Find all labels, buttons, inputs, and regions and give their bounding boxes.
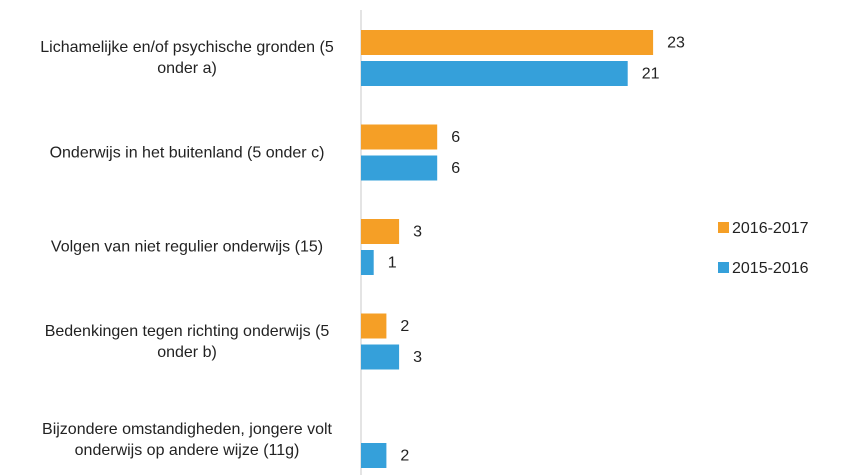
value-label: 21: [642, 66, 660, 83]
value-label: 6: [451, 129, 460, 146]
legend-label: 2016-2017: [732, 220, 809, 237]
value-label: 6: [451, 160, 460, 177]
bar: [361, 344, 400, 370]
value-label: 2: [400, 448, 409, 465]
category-label: Bedenkingen tegen richting onderwijs (5 …: [44, 322, 330, 361]
category-label: Onderwijs in het buitenland (5 onder c): [49, 144, 325, 161]
bar: [361, 443, 387, 468]
bar: [361, 219, 400, 244]
legend-swatch: [718, 262, 729, 273]
category-label: Volgen van niet regulier onderwijs (15): [50, 238, 324, 256]
category-label: Bijzondere omstandigheden, jongere volt …: [42, 421, 332, 459]
category-label: Lichamelijke en/of psychische gronden (5…: [40, 39, 334, 77]
bar: [361, 155, 438, 181]
value-label: 2: [400, 318, 409, 335]
bar: [361, 30, 654, 55]
legend-label: 2015-2016: [732, 260, 809, 277]
bar: [361, 250, 374, 275]
value-label: 23: [667, 35, 685, 52]
bar: [361, 124, 438, 150]
value-label: 3: [413, 224, 422, 241]
bar: [361, 61, 628, 86]
legend-swatch: [718, 222, 729, 233]
value-label: 1: [388, 255, 397, 272]
value-label: 3: [413, 349, 422, 366]
bar: [361, 313, 387, 339]
